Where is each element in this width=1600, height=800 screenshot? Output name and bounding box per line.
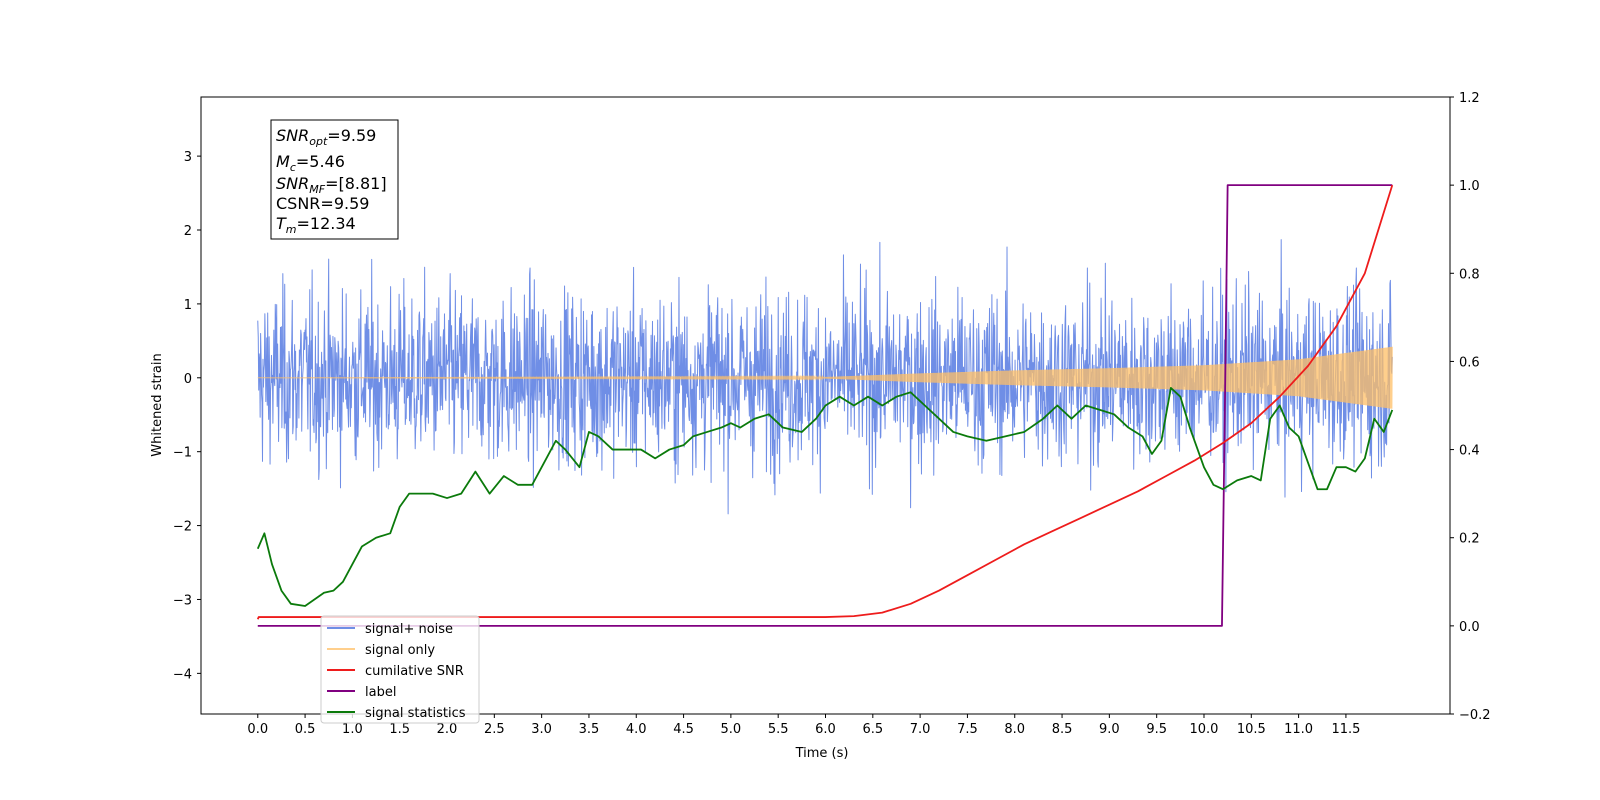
y2-tick-label: 0.6 — [1459, 355, 1480, 370]
legend-label: signal statistics — [365, 706, 466, 721]
y-tick-label: −1 — [173, 446, 192, 461]
legend-label: label — [365, 685, 396, 700]
x-tick-label: 1.0 — [342, 722, 363, 737]
x-tick-label: 6.0 — [815, 722, 836, 737]
info-snr-mf: SNRMF=[8.81] — [276, 174, 387, 196]
legend-label: cumilative SNR — [365, 664, 464, 679]
y-tick-label: −3 — [173, 593, 192, 608]
info-mc: Mc=5.46 — [276, 152, 345, 174]
y2-tick-label: 0.4 — [1459, 444, 1480, 459]
x-tick-label: 11.0 — [1284, 722, 1313, 737]
x-tick-label: 8.5 — [1052, 722, 1073, 737]
y2-tick-label: −0.2 — [1459, 708, 1491, 723]
x-tick-label: 5.5 — [768, 722, 789, 737]
x-tick-label: 7.0 — [910, 722, 931, 737]
x-tick-label: 2.0 — [437, 722, 458, 737]
y-tick-label: 0 — [184, 372, 192, 387]
y2-tick-label: 0.0 — [1459, 620, 1480, 635]
info-tm: Tm=12.34 — [276, 214, 356, 236]
y2-tick-label: 0.2 — [1459, 532, 1480, 547]
x-tick-label: 7.5 — [957, 722, 978, 737]
x-axis: 0.0 0.5 1.0 1.5 2.0 2.5 3.0 3.5 4.0 4.5 5.0 5.5 6.0 6… — [247, 714, 1360, 737]
series-signal-only — [257, 346, 1393, 409]
y-axis-right: 1.2 1.0 0.8 0.6 0.4 0.2 0.0 −0.2 — [1450, 91, 1491, 723]
x-tick-label: 10.0 — [1190, 722, 1219, 737]
y-tick-label: 2 — [184, 224, 192, 239]
y-tick-label: 1 — [184, 298, 192, 313]
x-tick-label: 9.0 — [1099, 722, 1120, 737]
y2-tick-label: 0.8 — [1459, 267, 1480, 282]
y-tick-label: 3 — [184, 150, 192, 165]
y-tick-label: −4 — [173, 667, 192, 682]
info-csnr: CSNR=9.59 — [276, 194, 369, 213]
y-tick-label: −2 — [173, 520, 192, 535]
y-axis-label: Whitened strain — [150, 353, 165, 456]
x-axis-label: Time (s) — [795, 746, 849, 761]
x-tick-label: 2.5 — [484, 722, 505, 737]
y2-tick-label: 1.2 — [1459, 91, 1480, 106]
info-box-frame — [270, 119, 399, 240]
x-tick-label: 9.5 — [1146, 722, 1167, 737]
x-tick-label: 0.5 — [295, 722, 316, 737]
series-signal-noise — [257, 239, 1393, 515]
legend-label: signal+ noise — [365, 622, 453, 637]
x-tick-label: 11.5 — [1331, 722, 1360, 737]
legend: signal+ noise signal only cumilative SNR la… — [320, 615, 480, 724]
x-tick-label: 4.0 — [626, 722, 647, 737]
y-axis-left: 3 2 1 0 −1 −2 −3 −4 — [173, 150, 201, 682]
x-tick-label: 8.0 — [1004, 722, 1025, 737]
x-tick-label: 10.5 — [1237, 722, 1266, 737]
x-tick-label: 5.0 — [721, 722, 742, 737]
series-label — [257, 184, 1393, 627]
legend-frame — [320, 615, 480, 724]
x-tick-label: 4.5 — [673, 722, 694, 737]
legend-label: signal only — [365, 643, 435, 658]
series-cumulative-snr — [256, 184, 1394, 620]
series-layer — [256, 184, 1394, 627]
x-tick-label: 3.0 — [531, 722, 552, 737]
x-tick-label: 0.0 — [247, 722, 268, 737]
x-tick-label: 6.5 — [862, 722, 883, 737]
y2-tick-label: 1.0 — [1459, 179, 1480, 194]
info-snr-opt: SNRopt=9.59 — [276, 126, 376, 148]
x-tick-label: 1.5 — [389, 722, 410, 737]
info-box: SNRopt=9.59 Mc=5.46 SNRMF=[8.81] CSNR=9.… — [270, 119, 399, 240]
x-tick-label: 3.5 — [579, 722, 600, 737]
series-signal-statistics — [256, 386, 1394, 607]
